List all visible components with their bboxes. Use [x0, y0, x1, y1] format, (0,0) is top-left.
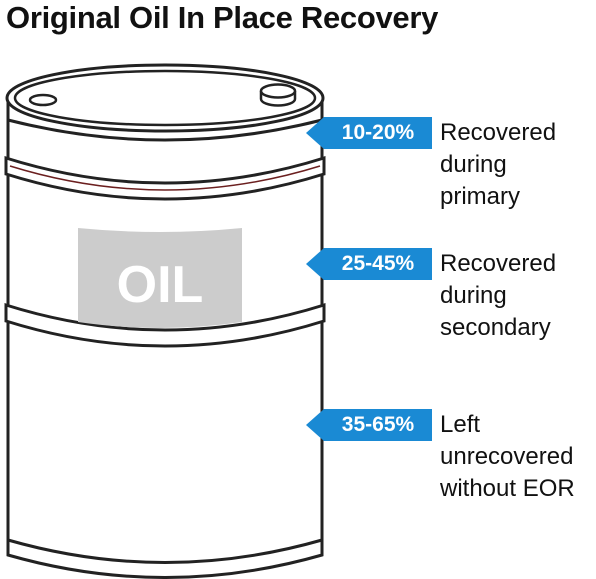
percent-secondary: 25-45% — [341, 252, 415, 275]
callout-secondary: 25-45% — [306, 248, 432, 280]
percent-tag-icon — [306, 117, 432, 149]
barrel-lid-inner — [13, 69, 317, 127]
barrel-upper-hoop — [4, 155, 326, 201]
description-primary: Recovered during primary — [440, 117, 556, 213]
description-line: Left — [440, 411, 481, 438]
barrel-label-panel — [78, 228, 242, 328]
description-line: Recovered — [440, 250, 557, 277]
barrel-top-rim — [7, 118, 323, 142]
barrel-label-text: OIL — [117, 256, 204, 314]
percent-tag-icon — [306, 409, 432, 441]
page-title: Original Oil In Place Recovery — [6, 0, 439, 35]
barrel-lid — [5, 63, 325, 133]
description-line: during — [440, 151, 507, 178]
description-unrecovered: Left unrecovered without EOR — [440, 409, 575, 505]
callout-primary: 10-20% — [306, 117, 432, 149]
callout-unrecovered: 35-65% — [306, 409, 432, 441]
percent-primary: 10-20% — [341, 121, 415, 144]
description-line: without EOR — [440, 475, 575, 502]
percent-unrecovered: 35-65% — [341, 413, 415, 436]
barrel-bottom-rim — [7, 538, 323, 564]
description-secondary: Recovered during secondary — [440, 248, 556, 344]
description-line: Recovered — [440, 119, 557, 146]
percent-tag-icon — [306, 248, 432, 280]
description-line: secondary — [440, 314, 551, 341]
barrel-bung-small-icon — [28, 93, 58, 107]
description-line: primary — [440, 183, 521, 210]
barrel-middle-hoop — [4, 302, 326, 348]
description-line: during — [440, 282, 507, 309]
description-line: unrecovered — [440, 443, 574, 470]
